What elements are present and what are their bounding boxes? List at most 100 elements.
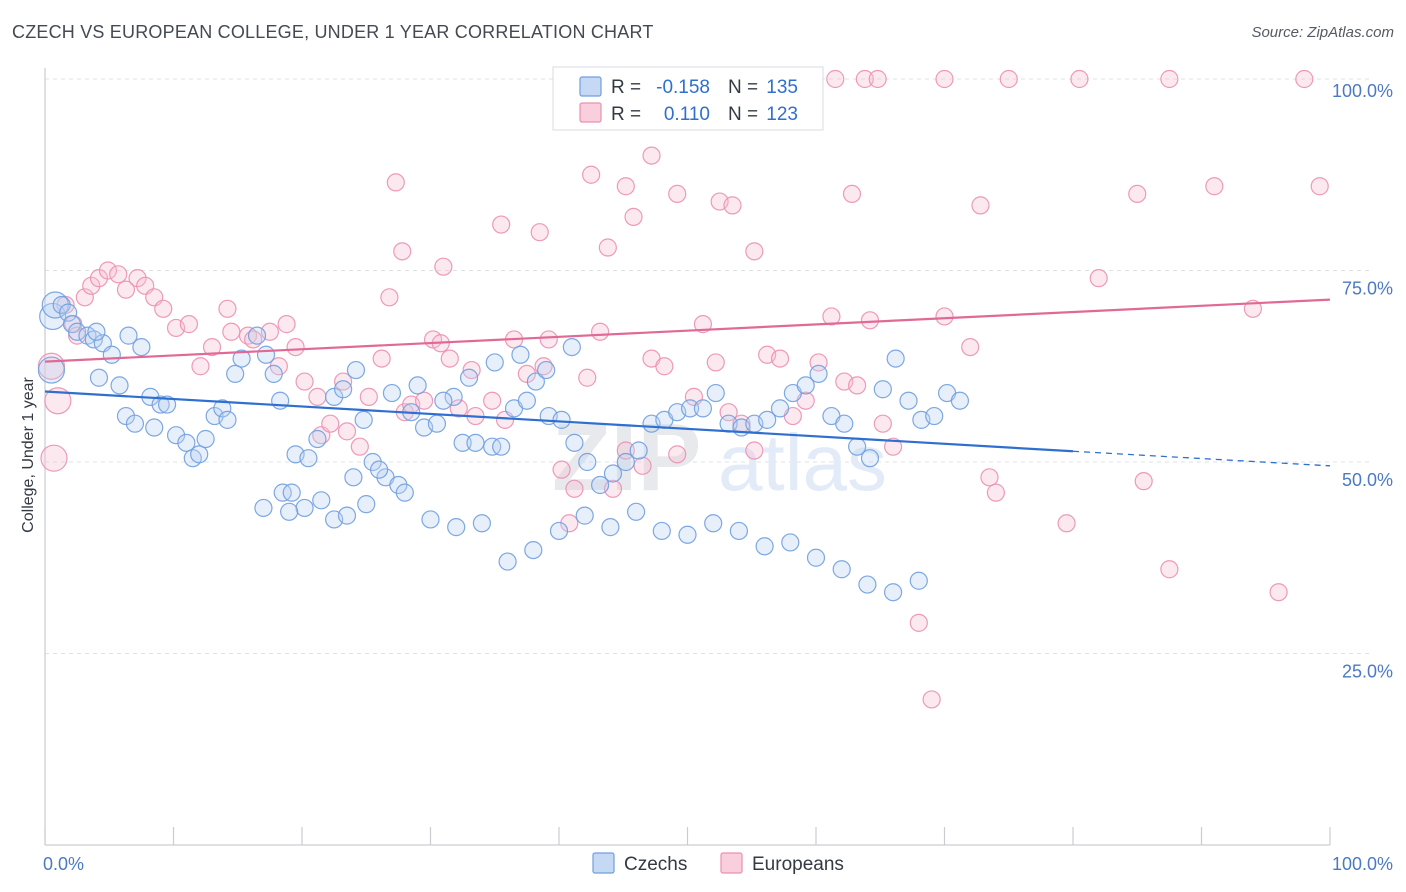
grid-lines [45,78,1370,654]
czechs-point [678,525,697,544]
czechs-point [151,395,170,414]
europeans-point [277,315,296,334]
europeans-point [116,280,136,299]
czechs-point [758,410,777,429]
czechs-point [755,537,774,556]
x-tick-label-min: 0.0% [43,854,84,874]
trend-lines [44,298,1331,467]
czechs-point [254,498,273,518]
europeans-point [414,391,434,410]
czechs-point [552,410,571,429]
europeans-point [1128,184,1147,203]
europeans-point [1160,69,1179,89]
europeans-point [822,307,841,326]
czechs-point [562,338,581,357]
czechs-point [256,345,276,364]
y-tick-label-100: 100.0% [1332,81,1393,101]
x-tick-label-max: 100.0% [1332,854,1393,874]
czechs-point [145,418,164,437]
europeans-point [179,315,199,334]
czechs-point [781,533,800,552]
czechs-point [247,326,267,345]
czechs-point [41,291,69,319]
europeans-point [745,441,764,460]
europeans-point [44,387,72,415]
europeans-points [37,69,1329,709]
czechs-point [232,349,251,368]
series-label-europeans: Europeans [752,854,844,875]
legend-n-value-europeans: 123 [766,104,798,125]
czechs-point [537,360,556,380]
europeans-point [440,349,459,368]
x-tick-labels: 0.0% 100.0% [43,854,1393,874]
czechs-point [526,372,545,391]
czechs-point [770,399,790,418]
series-swatch-europeans [720,852,743,874]
czechs-point [59,303,78,322]
europeans-point [855,69,874,89]
europeans-point [449,399,468,418]
europeans-point [109,265,128,284]
legend-swatch-europeans [579,102,602,123]
czechs-point [395,483,414,502]
czechs-point [485,353,504,372]
czechs-point [591,475,610,495]
czechs-point [427,414,447,433]
czechs-point [517,391,536,410]
europeans-point [642,146,661,165]
czechs-point [271,391,290,410]
europeans-point [552,460,571,479]
czechs-point [370,460,389,479]
czechs-point [434,391,453,410]
europeans-point [770,349,790,368]
czechs-point [886,349,905,368]
europeans-point [842,184,862,203]
czechs-point [706,383,725,403]
czechs-point [729,521,749,541]
europeans-trend-line [44,298,1331,363]
czechs-point [408,376,427,395]
europeans-point [492,215,511,234]
europeans-point [1070,69,1089,89]
europeans-point [1160,560,1179,579]
czechs-point [213,399,232,418]
czechs-point [809,364,828,384]
czechs-point [453,433,472,452]
europeans-point [393,242,412,261]
czechs-point [498,552,517,571]
europeans-point [128,269,147,288]
czechs-point [626,502,646,521]
czechs-point [832,560,851,579]
czechs-point [601,518,620,537]
europeans-point [723,196,742,215]
czechs-point [39,302,67,331]
czechs-point [459,368,479,387]
europeans-point [350,437,369,456]
europeans-point [745,242,764,261]
europeans-point [633,456,652,475]
y-tick-labels: 25.0% 50.0% 75.0% 100.0% [1332,81,1393,682]
y-axis-label: College, Under 1 year [20,377,37,533]
europeans-point [202,338,222,357]
czechs-point [280,502,299,521]
czechs-point [282,483,301,502]
europeans-point [359,387,378,406]
watermark: ZIP atlas [552,404,887,511]
czechs-point [337,506,357,525]
series-swatch-czechs [592,852,615,874]
europeans-point [909,613,928,632]
czechs-point [87,322,106,341]
czechs-point [603,464,623,483]
europeans-point [1134,472,1153,491]
czechs-point [575,506,594,525]
czechs-point [89,368,109,387]
europeans-point [1310,177,1329,196]
y-tick-label-75: 75.0% [1342,279,1393,299]
czechs-point [899,391,918,410]
czechs-point [119,326,138,345]
czechs-point [511,345,530,364]
europeans-point [935,69,954,89]
europeans-point [826,69,845,89]
europeans-point [1205,177,1224,196]
czechs-point [616,452,635,472]
